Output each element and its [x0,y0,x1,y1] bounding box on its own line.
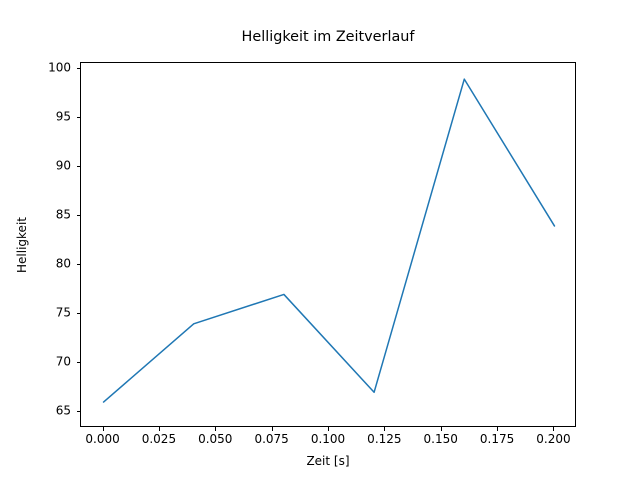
y-tick-mark [76,361,80,363]
x-tick-mark [215,427,217,431]
x-tick-label: 0.150 [423,432,458,446]
x-tick-label: 0.200 [536,432,571,446]
x-tick-label: 0.075 [254,432,289,446]
x-tick-mark [440,427,442,431]
x-tick-mark [271,427,273,431]
y-tick-label: 70 [55,354,71,369]
x-tick-label: 0.125 [367,432,402,446]
y-tick-mark [76,264,80,266]
y-tick-mark [76,166,80,168]
y-tick-label: 100 [48,60,71,75]
x-tick-mark [497,427,499,431]
y-tick-label: 90 [55,158,71,173]
x-tick-mark [158,427,160,431]
y-tick-mark [76,68,80,70]
x-tick-mark [553,427,555,431]
x-tick-mark [328,427,329,431]
x-tick-label: 0.025 [141,432,177,446]
y-tick-mark [76,313,80,314]
x-tick-label: 0.000 [85,432,120,446]
x-tick-label: 0.175 [479,432,515,446]
data-series-line [102,78,556,403]
plot-axes-area [80,62,576,427]
y-tick-label: 80 [55,256,71,271]
y-tick-label: 65 [55,403,71,418]
y-tick-mark [76,410,80,412]
chart-title: Helligkeit im Zeitverlauf [241,29,415,45]
x-tick-label: 0.100 [310,432,346,446]
x-tick-mark [102,427,104,431]
y-tick-mark [76,215,80,217]
y-axis-label-text: Helligkeit [15,216,29,273]
y-tick-label: 85 [55,207,71,222]
y-tick-label: 75 [55,305,71,320]
line-plot [102,78,556,403]
x-tick-label: 0.050 [198,432,233,446]
y-axis-label: Helligkeit [14,62,30,427]
y-tick-label: 95 [55,109,71,124]
y-tick-mark [76,117,80,119]
x-tick-mark [384,427,386,431]
x-axis-label: Zeit [s] [306,454,350,468]
